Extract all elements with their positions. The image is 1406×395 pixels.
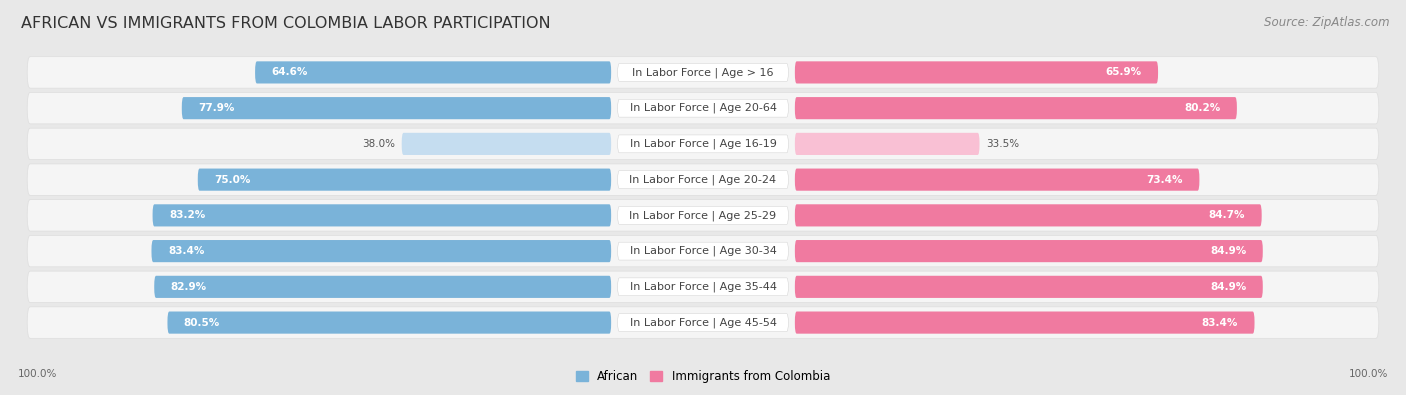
FancyBboxPatch shape xyxy=(181,97,612,119)
FancyBboxPatch shape xyxy=(617,99,789,117)
Text: In Labor Force | Age 35-44: In Labor Force | Age 35-44 xyxy=(630,282,776,292)
FancyBboxPatch shape xyxy=(27,235,1379,267)
Text: 84.9%: 84.9% xyxy=(1211,282,1246,292)
Text: AFRICAN VS IMMIGRANTS FROM COLOMBIA LABOR PARTICIPATION: AFRICAN VS IMMIGRANTS FROM COLOMBIA LABO… xyxy=(21,16,551,31)
FancyBboxPatch shape xyxy=(153,204,612,226)
Text: 77.9%: 77.9% xyxy=(198,103,235,113)
FancyBboxPatch shape xyxy=(27,164,1379,196)
Text: 84.9%: 84.9% xyxy=(1211,246,1246,256)
Text: 83.4%: 83.4% xyxy=(1202,318,1239,327)
FancyBboxPatch shape xyxy=(152,240,612,262)
FancyBboxPatch shape xyxy=(254,61,612,83)
FancyBboxPatch shape xyxy=(794,61,1159,83)
FancyBboxPatch shape xyxy=(794,169,1199,191)
Text: 84.7%: 84.7% xyxy=(1209,211,1246,220)
FancyBboxPatch shape xyxy=(794,240,1263,262)
Text: 38.0%: 38.0% xyxy=(363,139,395,149)
FancyBboxPatch shape xyxy=(617,64,789,81)
FancyBboxPatch shape xyxy=(617,171,789,188)
FancyBboxPatch shape xyxy=(617,207,789,224)
FancyBboxPatch shape xyxy=(27,307,1379,338)
FancyBboxPatch shape xyxy=(617,278,789,296)
Text: 83.2%: 83.2% xyxy=(169,211,205,220)
Text: 100.0%: 100.0% xyxy=(1348,369,1388,379)
FancyBboxPatch shape xyxy=(155,276,612,298)
FancyBboxPatch shape xyxy=(402,133,612,155)
FancyBboxPatch shape xyxy=(617,242,789,260)
FancyBboxPatch shape xyxy=(27,128,1379,160)
FancyBboxPatch shape xyxy=(167,312,612,334)
Text: 33.5%: 33.5% xyxy=(986,139,1019,149)
FancyBboxPatch shape xyxy=(794,133,980,155)
Text: 75.0%: 75.0% xyxy=(214,175,250,184)
FancyBboxPatch shape xyxy=(794,97,1237,119)
Text: 82.9%: 82.9% xyxy=(170,282,207,292)
Text: 80.2%: 80.2% xyxy=(1184,103,1220,113)
FancyBboxPatch shape xyxy=(27,271,1379,303)
Text: 65.9%: 65.9% xyxy=(1105,68,1142,77)
Text: 73.4%: 73.4% xyxy=(1146,175,1182,184)
Text: In Labor Force | Age 30-34: In Labor Force | Age 30-34 xyxy=(630,246,776,256)
Text: 64.6%: 64.6% xyxy=(271,68,308,77)
FancyBboxPatch shape xyxy=(617,314,789,331)
Text: 80.5%: 80.5% xyxy=(184,318,221,327)
Text: Source: ZipAtlas.com: Source: ZipAtlas.com xyxy=(1264,16,1389,29)
FancyBboxPatch shape xyxy=(198,169,612,191)
FancyBboxPatch shape xyxy=(794,204,1261,226)
Text: In Labor Force | Age 25-29: In Labor Force | Age 25-29 xyxy=(630,210,776,221)
Text: 83.4%: 83.4% xyxy=(167,246,204,256)
Text: In Labor Force | Age 20-24: In Labor Force | Age 20-24 xyxy=(630,174,776,185)
Text: In Labor Force | Age 45-54: In Labor Force | Age 45-54 xyxy=(630,317,776,328)
FancyBboxPatch shape xyxy=(794,312,1254,334)
FancyBboxPatch shape xyxy=(27,92,1379,124)
Text: 100.0%: 100.0% xyxy=(18,369,58,379)
Text: In Labor Force | Age > 16: In Labor Force | Age > 16 xyxy=(633,67,773,78)
FancyBboxPatch shape xyxy=(27,57,1379,88)
Text: In Labor Force | Age 16-19: In Labor Force | Age 16-19 xyxy=(630,139,776,149)
FancyBboxPatch shape xyxy=(27,199,1379,231)
Text: In Labor Force | Age 20-64: In Labor Force | Age 20-64 xyxy=(630,103,776,113)
FancyBboxPatch shape xyxy=(617,135,789,153)
FancyBboxPatch shape xyxy=(794,276,1263,298)
Legend: African, Immigrants from Colombia: African, Immigrants from Colombia xyxy=(572,367,834,387)
